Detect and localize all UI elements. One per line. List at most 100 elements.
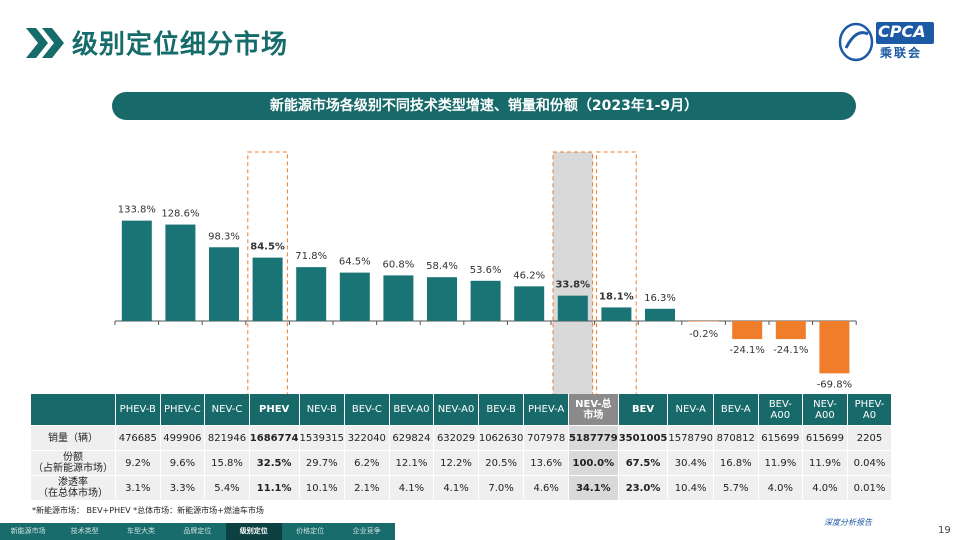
data-label-4: 71.8% [295, 251, 327, 262]
table-cell: 32.5% [249, 450, 300, 476]
table-cell: 29.7% [299, 450, 346, 476]
data-label-11: 18.1% [599, 291, 634, 302]
table-row: 销量（辆） 476685 499906 821946 1686774 1539315 322… [31, 425, 893, 451]
table-cell: 2.1% [344, 475, 390, 501]
table-header-cell: BEV-C [344, 394, 390, 426]
table-cell: 476685 [115, 425, 161, 451]
growth-bar-chart: 133.8% 128.6% 98.3% 84.5% 71.8% 64.5% 60.8% 58.… [114, 151, 857, 400]
table-cell: 2205 [847, 425, 893, 451]
logo-text: CPCA [878, 22, 926, 41]
data-label-1: 128.6% [161, 209, 199, 220]
nav-item[interactable]: 级别定位 [225, 523, 282, 540]
highlight-band-10 [553, 152, 593, 400]
bottom-nav-bar [0, 523, 395, 540]
bar-14 [732, 321, 763, 340]
data-label-3: 84.5% [250, 242, 285, 253]
table-cell: 3.1% [115, 475, 161, 501]
table-cell: 15.8% [204, 450, 250, 476]
nav-item[interactable]: 技术类型 [70, 527, 99, 535]
table-cell: 100.0% [568, 450, 619, 476]
bar-3 [252, 257, 283, 321]
table-cell: 4.1% [433, 475, 479, 501]
highlight-box-11 [596, 151, 637, 400]
bar-6 [383, 275, 414, 321]
table-cell: 322040 [344, 425, 390, 451]
nav-item[interactable]: 价格定位 [296, 527, 325, 535]
table-cell: 9.6% [160, 450, 206, 476]
data-label-0: 133.8% [118, 205, 156, 216]
table-cell: 1062630 [478, 425, 525, 451]
table-cell: 16.8% [713, 450, 759, 476]
bar-9 [514, 286, 545, 321]
table-cell: 4.0% [758, 475, 804, 501]
nav-item[interactable]: 企业竞争 [352, 527, 381, 535]
bar-5 [339, 272, 370, 321]
table-cell: 0.04% [847, 450, 893, 476]
table-cell: 615699 [758, 425, 804, 451]
sales-share-table: PHEV-B PHEV-C NEV-C PHEV NEV-B BEV-C BEV-A0 NEV… [31, 394, 893, 501]
bar-0 [121, 220, 152, 321]
table-header-row: PHEV-B PHEV-C NEV-C PHEV NEV-B BEV-C BEV-A0 NEV… [31, 394, 893, 426]
table-header-cell: NEV-总 市场 [568, 394, 619, 426]
table-cell: 13.6% [523, 450, 569, 476]
data-label-16: -69.8% [817, 379, 852, 390]
table-cell: 1686774 [249, 425, 300, 451]
table-cell: 821946 [204, 425, 250, 451]
table-header-cell: NEV-A0 [433, 394, 479, 426]
data-label-2: 98.3% [208, 231, 240, 242]
highlight-box-gray-10 [552, 151, 594, 400]
table-header-cell: PHEV-C [160, 394, 206, 426]
table-cell: 12.2% [433, 450, 479, 476]
bar-2 [209, 247, 239, 321]
bar-7 [427, 277, 457, 321]
table-cell: 6.2% [344, 450, 390, 476]
bar-4 [296, 267, 327, 321]
table-header-cell: NEV-C [204, 394, 250, 426]
table-header-cell: BEV-A [713, 394, 759, 426]
table-header-cell: BEV-A0 [389, 394, 435, 426]
table-cell: 9.2% [115, 450, 161, 476]
data-label-12: 16.3% [644, 293, 676, 304]
table-cell: 1539315 [299, 425, 346, 451]
table-cell: 707978 [523, 425, 569, 451]
table-cell: 11.9% [802, 450, 848, 476]
page-title: 级别定位细分市场 [72, 30, 289, 60]
table-cell: 3.3% [160, 475, 206, 501]
table-cell: 870812 [713, 425, 759, 451]
data-label-13: -0.2% [689, 329, 718, 340]
data-label-10: 33.8% [555, 280, 590, 291]
data-label-5: 64.5% [339, 257, 371, 268]
page-number: 19 [938, 525, 951, 536]
table-header-cell: PHEV-B [115, 394, 161, 426]
table-cell: 23.0% [618, 475, 669, 501]
bar-12 [645, 308, 675, 321]
bar-10 [557, 295, 588, 321]
table-cell: 5.4% [204, 475, 250, 501]
table-cell: 10.1% [299, 475, 346, 501]
data-label-8: 53.6% [470, 265, 502, 276]
logo-subtitle: 乘联会 [880, 46, 923, 60]
table-cell: 629824 [389, 425, 435, 451]
table-cell: 7.0% [478, 475, 525, 501]
table-cell: 10.4% [667, 475, 714, 501]
table-row-label: 销量（辆） [31, 425, 116, 451]
nav-item[interactable]: 新能源市场 [10, 527, 46, 535]
nav-item[interactable]: 品牌定位 [183, 527, 212, 535]
table-cell: 34.1% [568, 475, 619, 501]
table-cell: 67.5% [618, 450, 669, 476]
table-cell: 11.1% [249, 475, 300, 501]
table-cell: 4.6% [523, 475, 569, 501]
table-header-cell: PHEV-A [523, 394, 569, 426]
title-chevrons-icon [26, 28, 64, 58]
table-cell: 20.5% [478, 450, 525, 476]
table-header-cell: NEV- A00 [802, 394, 848, 426]
bar-8 [470, 280, 501, 321]
table-header-cell: BEV [618, 394, 669, 426]
nav-item[interactable]: 车型大类 [126, 527, 155, 535]
bar-16 [819, 321, 850, 374]
table-header-cell: NEV-B [299, 394, 346, 426]
table-cell: 3501005 [618, 425, 669, 451]
report-tag: 深度分析报告 [824, 518, 872, 527]
data-label-7: 58.4% [426, 261, 458, 272]
footnote: *新能源市场： BEV+PHEV *总体市场：新能源市场+燃油车市场 [32, 506, 264, 515]
